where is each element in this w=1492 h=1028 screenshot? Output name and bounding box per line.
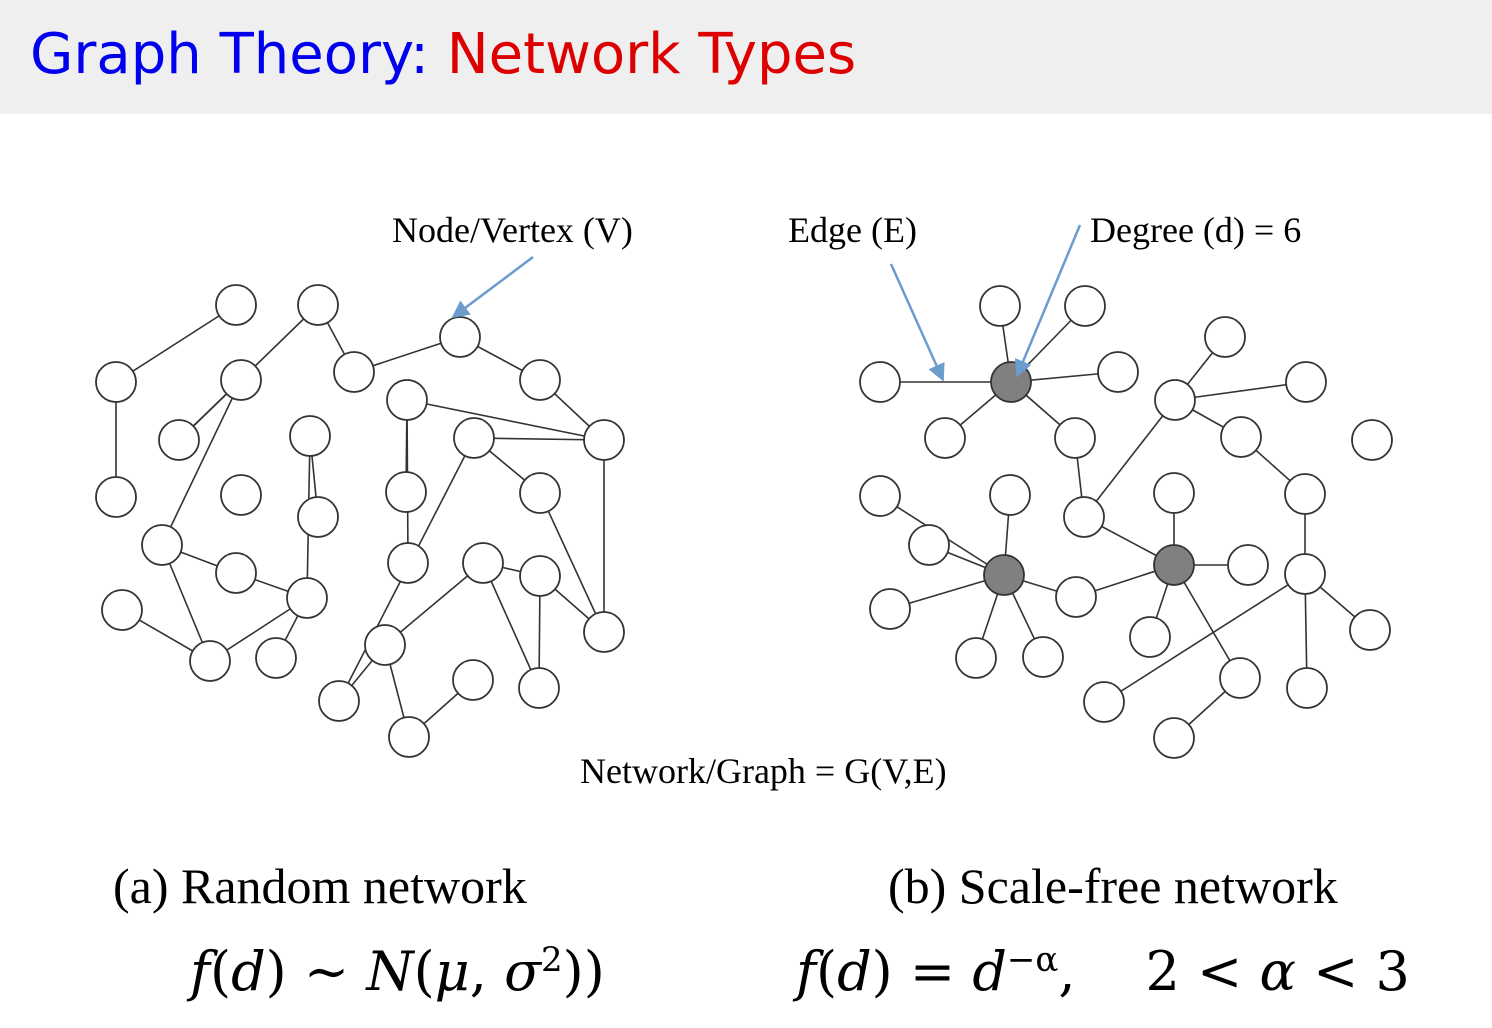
scalefree-node bbox=[1204, 316, 1246, 358]
scalefree-node bbox=[1063, 496, 1105, 538]
random-node bbox=[583, 419, 625, 461]
scalefree-node bbox=[1054, 417, 1096, 459]
label-network-graph: Network/Graph = G(V,E) bbox=[580, 751, 947, 791]
random-network bbox=[95, 284, 625, 758]
scalefree-node bbox=[1351, 419, 1393, 461]
random-node bbox=[385, 471, 427, 513]
caption-scale-free-network: (b) Scale-free network bbox=[888, 858, 1338, 914]
scalefree-node bbox=[1284, 473, 1326, 515]
scalefree-node bbox=[989, 474, 1031, 516]
random-node bbox=[518, 667, 560, 709]
scalefree-node bbox=[1083, 681, 1125, 723]
annotation-arrows bbox=[451, 224, 1082, 382]
scalefree-edge bbox=[1174, 381, 1307, 401]
random-edge bbox=[161, 379, 242, 546]
scalefree-node bbox=[1064, 285, 1106, 327]
random-edge bbox=[406, 399, 605, 441]
scalefree-node bbox=[979, 285, 1021, 327]
title-part-1: Graph Theory: bbox=[30, 22, 429, 87]
random-node bbox=[101, 589, 143, 631]
arrow-degree bbox=[1014, 224, 1082, 378]
scalefree-node bbox=[1284, 553, 1326, 595]
scalefree-edge bbox=[1083, 399, 1176, 518]
scalefree-hub-node bbox=[983, 554, 1025, 596]
random-node bbox=[255, 637, 297, 679]
random-node bbox=[519, 555, 561, 597]
random-edge bbox=[539, 492, 605, 633]
random-node bbox=[95, 361, 137, 403]
scalefree-node bbox=[924, 417, 966, 459]
random-node bbox=[453, 417, 495, 459]
random-node bbox=[286, 577, 328, 619]
scalefree-node bbox=[1055, 576, 1097, 618]
random-node bbox=[452, 659, 494, 701]
random-node bbox=[519, 359, 561, 401]
random-node bbox=[583, 611, 625, 653]
label-node-vertex: Node/Vertex (V) bbox=[392, 210, 633, 250]
arrow-node bbox=[451, 256, 534, 319]
scalefree-node bbox=[1022, 636, 1064, 678]
scalefree-edge bbox=[1103, 573, 1306, 703]
scalefree-node bbox=[1349, 609, 1391, 651]
slide-title: Graph Theory: Network Types bbox=[30, 22, 856, 87]
random-node bbox=[318, 680, 360, 722]
scalefree-node bbox=[859, 475, 901, 517]
random-edge bbox=[384, 562, 484, 646]
scalefree-edge bbox=[1173, 564, 1241, 679]
random-node bbox=[141, 524, 183, 566]
scalefree-hub-node bbox=[1153, 544, 1195, 586]
label-edge: Edge (E) bbox=[788, 210, 917, 250]
random-node bbox=[289, 415, 331, 457]
scalefree-node bbox=[1286, 667, 1328, 709]
title-part-2: Network Types bbox=[446, 22, 857, 87]
random-node bbox=[297, 496, 339, 538]
random-node bbox=[519, 472, 561, 514]
scalefree-node bbox=[908, 524, 950, 566]
random-node bbox=[297, 284, 339, 326]
random-edge bbox=[473, 437, 605, 441]
scalefree-node bbox=[1153, 472, 1195, 514]
random-node bbox=[462, 542, 504, 584]
scalefree-hub-node bbox=[990, 361, 1032, 403]
scalefree-node bbox=[1097, 351, 1139, 393]
random-edge bbox=[482, 562, 540, 689]
random-edge bbox=[161, 544, 211, 662]
random-node bbox=[220, 359, 262, 401]
formula-scale-free: f(d) = d−α, 2 < α < 3 bbox=[796, 940, 1410, 1003]
scalefree-node bbox=[859, 361, 901, 403]
scalefree-node bbox=[1220, 416, 1262, 458]
scalefree-node bbox=[955, 637, 997, 679]
random-node bbox=[95, 476, 137, 518]
random-node bbox=[388, 716, 430, 758]
network-diagram: Node/Vertex (V) Edge (E) Degree (d) = 6 … bbox=[95, 210, 1393, 914]
label-degree: Degree (d) = 6 bbox=[1090, 210, 1301, 250]
random-node bbox=[333, 351, 375, 393]
scalefree-node bbox=[1154, 379, 1196, 421]
random-node bbox=[387, 542, 429, 584]
scalefree-node bbox=[1153, 717, 1195, 759]
random-node bbox=[215, 284, 257, 326]
scalefree-node bbox=[1219, 657, 1261, 699]
scalefree-node bbox=[869, 588, 911, 630]
scalefree-node bbox=[1129, 616, 1171, 658]
arrow-edge bbox=[889, 263, 945, 382]
title-bar: Graph Theory: Network Types bbox=[0, 0, 1492, 114]
caption-random-network: (a) Random network bbox=[113, 858, 527, 914]
random-node bbox=[220, 474, 262, 516]
formula-random: f(d) ∼ N(μ, σ2)) bbox=[190, 940, 605, 1003]
random-node bbox=[158, 419, 200, 461]
random-node bbox=[189, 640, 231, 682]
random-node bbox=[386, 379, 428, 421]
random-edge bbox=[115, 304, 237, 383]
scale-free-network bbox=[859, 285, 1393, 759]
scalefree-node bbox=[1227, 544, 1269, 586]
scalefree-node bbox=[1285, 361, 1327, 403]
random-node bbox=[439, 316, 481, 358]
random-node bbox=[215, 552, 257, 594]
random-node bbox=[364, 624, 406, 666]
